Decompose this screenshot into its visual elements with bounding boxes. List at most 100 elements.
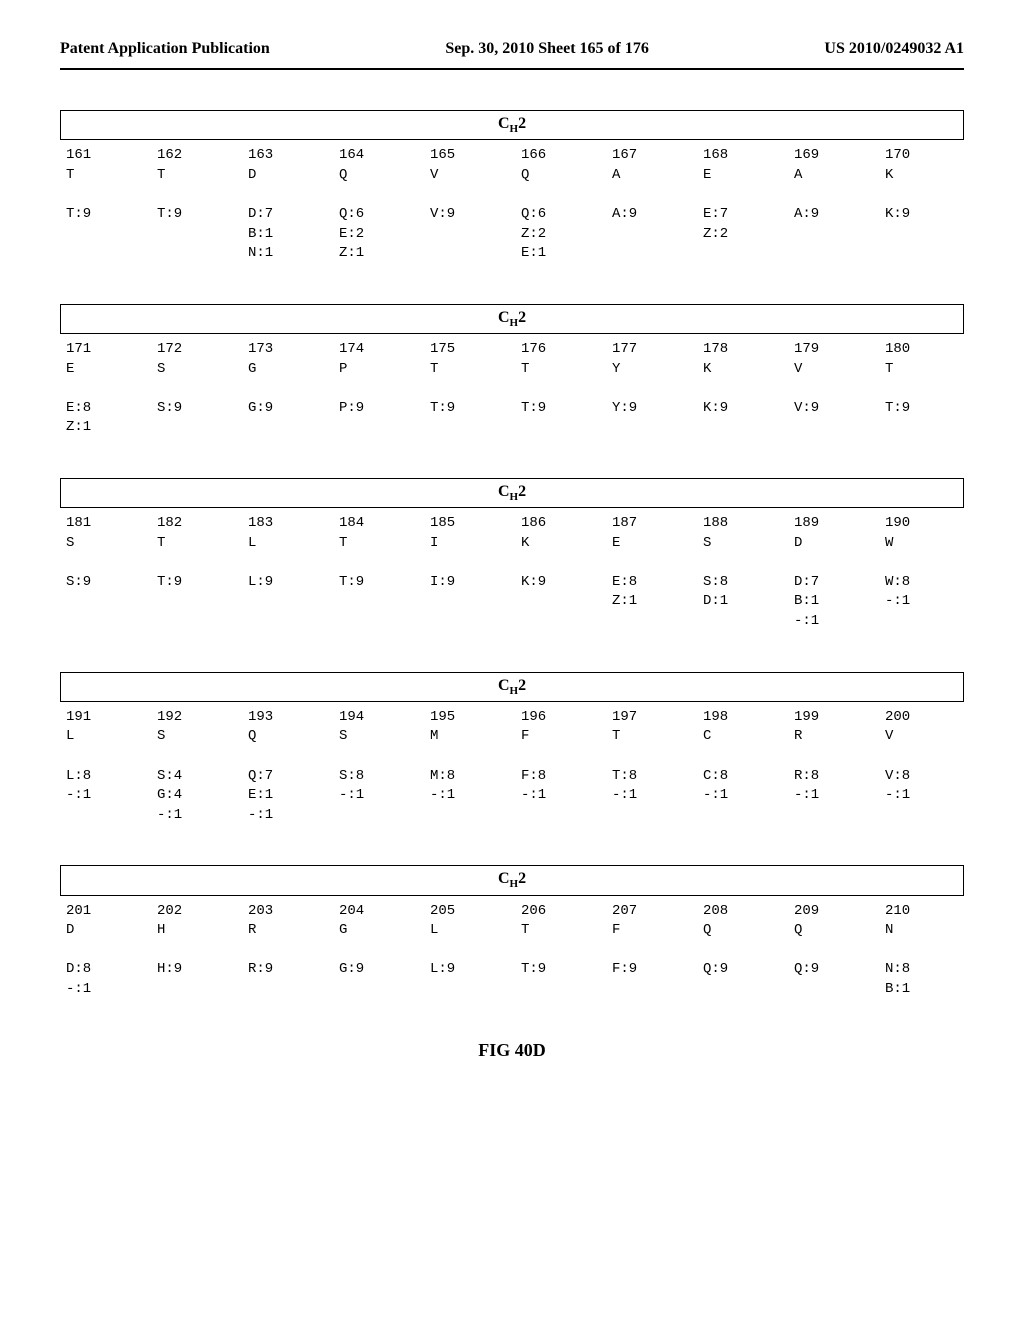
spacer-cell (151, 553, 236, 573)
position-cell: 188 (697, 514, 782, 534)
consensus-cell: R (788, 727, 873, 747)
spacer-cell (424, 185, 509, 205)
data-grid: 181182183184185186187188189190STLTIKESDW… (60, 514, 964, 632)
consensus-cell: D (242, 166, 327, 186)
variant-cell: B:1 (242, 225, 327, 245)
consensus-cell: W (879, 534, 964, 554)
figure-label: FIG 40D (60, 1040, 964, 1061)
spacer-cell (515, 941, 600, 961)
variant-cell: -:1 (333, 786, 418, 806)
position-cell: 182 (151, 514, 236, 534)
variant-cell: Q:9 (697, 960, 782, 980)
data-grid: 171172173174175176177178179180ESGPTTYKVT… (60, 340, 964, 438)
sequence-block: CH2201202203204205206207208209210DHRGLTF… (60, 865, 964, 999)
spacer-cell (151, 941, 236, 961)
spacer-cell (788, 379, 873, 399)
variant-cell: -:1 (424, 786, 509, 806)
variant-cell (697, 244, 782, 264)
variant-cell: Y:9 (606, 399, 691, 419)
variant-cell: Z:2 (697, 225, 782, 245)
consensus-cell: T (151, 166, 236, 186)
variant-cell: Z:1 (60, 418, 145, 438)
position-cell: 192 (151, 708, 236, 728)
consensus-cell: T (151, 534, 236, 554)
variant-cell (151, 418, 236, 438)
variant-cell (60, 225, 145, 245)
region-label: CH2 (60, 304, 964, 334)
region-label: CH2 (60, 865, 964, 895)
position-cell: 203 (242, 902, 327, 922)
variant-cell: E:7 (697, 205, 782, 225)
variant-cell: A:9 (788, 205, 873, 225)
position-cell: 163 (242, 146, 327, 166)
spacer-cell (333, 553, 418, 573)
consensus-cell: T (333, 534, 418, 554)
variant-cell (879, 244, 964, 264)
spacer-cell (333, 941, 418, 961)
consensus-cell: F (606, 921, 691, 941)
position-cell: 167 (606, 146, 691, 166)
variant-cell: T:9 (151, 573, 236, 593)
consensus-cell: D (60, 921, 145, 941)
position-cell: 206 (515, 902, 600, 922)
consensus-cell: H (151, 921, 236, 941)
consensus-cell: T (515, 921, 600, 941)
variant-cell: N:8 (879, 960, 964, 980)
spacer-cell (515, 379, 600, 399)
spacer-cell (697, 553, 782, 573)
position-cell: 169 (788, 146, 873, 166)
variant-cell: K:9 (697, 399, 782, 419)
variant-cell (606, 806, 691, 826)
variant-cell: H:9 (151, 960, 236, 980)
header-center: Sep. 30, 2010 Sheet 165 of 176 (445, 40, 649, 58)
spacer-cell (60, 185, 145, 205)
spacer-cell (333, 379, 418, 399)
spacer-cell (697, 379, 782, 399)
consensus-cell: V (424, 166, 509, 186)
spacer-cell (788, 747, 873, 767)
spacer-cell (151, 747, 236, 767)
variant-cell: T:9 (424, 399, 509, 419)
variant-cell: Q:6 (515, 205, 600, 225)
spacer-cell (151, 379, 236, 399)
spacer-cell (333, 747, 418, 767)
variant-cell: -:1 (515, 786, 600, 806)
variant-cell (879, 225, 964, 245)
spacer-cell (242, 185, 327, 205)
variant-cell (151, 225, 236, 245)
consensus-cell: L (60, 727, 145, 747)
data-grid: 161162163164165166167168169170TTDQVQAEAK… (60, 146, 964, 264)
consensus-cell: T (606, 727, 691, 747)
spacer-cell (788, 553, 873, 573)
spacer-cell (242, 379, 327, 399)
position-cell: 165 (424, 146, 509, 166)
consensus-cell: S (333, 727, 418, 747)
variant-cell: L:9 (424, 960, 509, 980)
variant-cell (697, 418, 782, 438)
variant-cell: R:8 (788, 767, 873, 787)
variant-cell: S:9 (151, 399, 236, 419)
variant-cell: -:1 (697, 786, 782, 806)
variant-cell: -:1 (151, 806, 236, 826)
consensus-cell: S (60, 534, 145, 554)
variant-cell (333, 806, 418, 826)
header-rule (60, 68, 964, 70)
spacer-cell (60, 747, 145, 767)
variant-cell: F:8 (515, 767, 600, 787)
variant-cell (697, 612, 782, 632)
variant-cell: W:8 (879, 573, 964, 593)
variant-cell (606, 612, 691, 632)
position-cell: 173 (242, 340, 327, 360)
variant-cell: -:1 (788, 786, 873, 806)
spacer-cell (879, 747, 964, 767)
variant-cell (424, 225, 509, 245)
position-cell: 175 (424, 340, 509, 360)
consensus-cell: E (60, 360, 145, 380)
variant-cell: K:9 (515, 573, 600, 593)
variant-cell: V:9 (788, 399, 873, 419)
spacer-cell (606, 747, 691, 767)
consensus-cell: K (697, 360, 782, 380)
variant-cell: D:1 (697, 592, 782, 612)
spacer-cell (151, 185, 236, 205)
variant-cell: I:9 (424, 573, 509, 593)
